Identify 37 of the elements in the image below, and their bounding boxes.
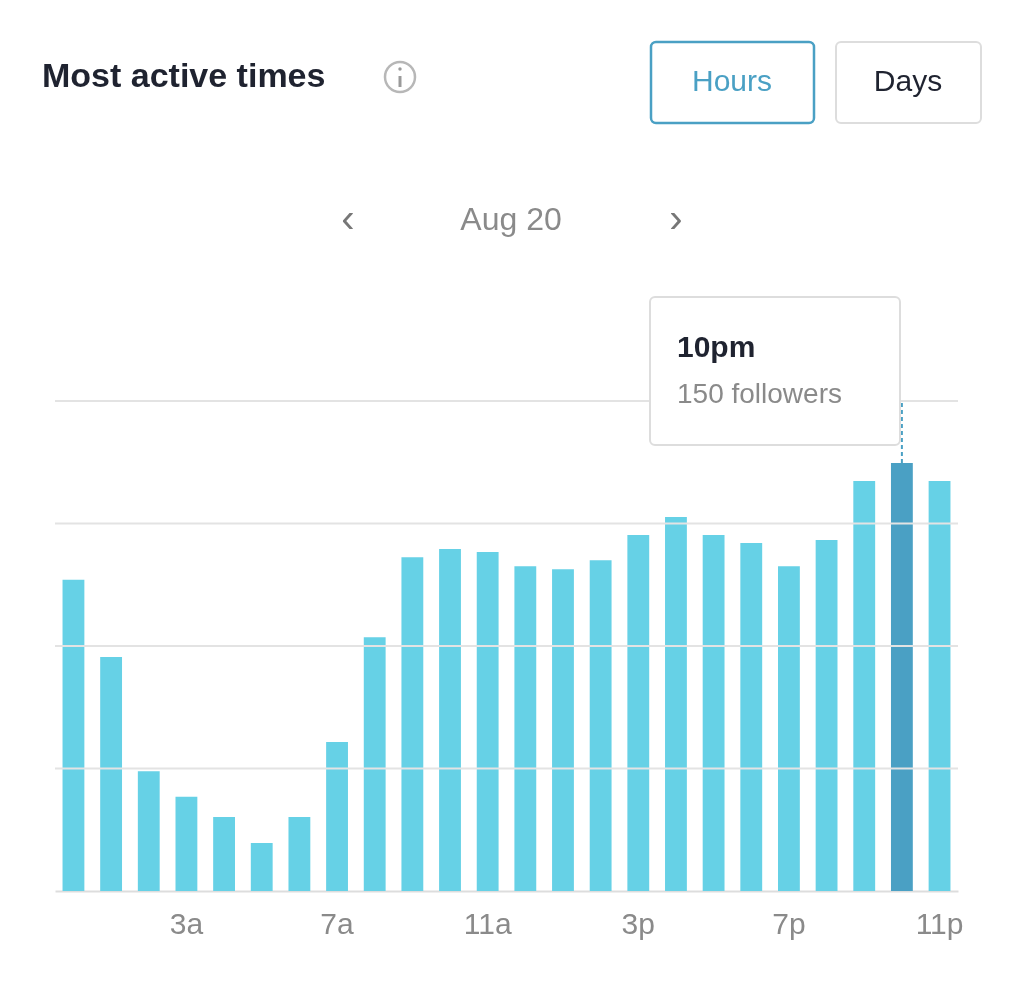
bar [589,560,612,891]
bar [363,637,386,891]
bar [552,569,574,891]
bar [175,796,198,891]
chart-subtitle: Aug 20 [460,201,562,237]
bar [213,816,235,891]
bar [740,543,763,891]
text: 150 followers [677,378,842,409]
bar [288,816,311,891]
chart-title: Most active times [42,56,326,94]
bar [627,534,650,891]
bar [476,552,499,891]
text: ‹ [341,196,355,240]
bar [514,566,537,891]
x-tick-label: 11a [463,906,512,940]
bar [665,516,687,891]
x-tick-label: 11p [915,906,964,940]
x-tick-label: 7a [320,906,355,940]
text: Days [873,64,943,97]
bar [853,480,876,891]
bar [439,549,461,891]
bar [326,742,348,891]
bar [137,771,160,891]
bar [250,843,273,891]
bar [778,566,800,891]
x-tick-label: 3a [169,906,204,940]
x-tick-label: 3p [621,906,655,940]
bar [62,579,85,891]
bar [928,480,951,891]
text: 10pm [677,330,756,363]
text: › [669,196,683,240]
bar [100,656,123,891]
text: Hours [691,64,773,97]
bar [815,540,838,891]
bar [401,557,424,891]
bar [702,534,725,891]
x-tick-label: 7p [772,906,806,940]
